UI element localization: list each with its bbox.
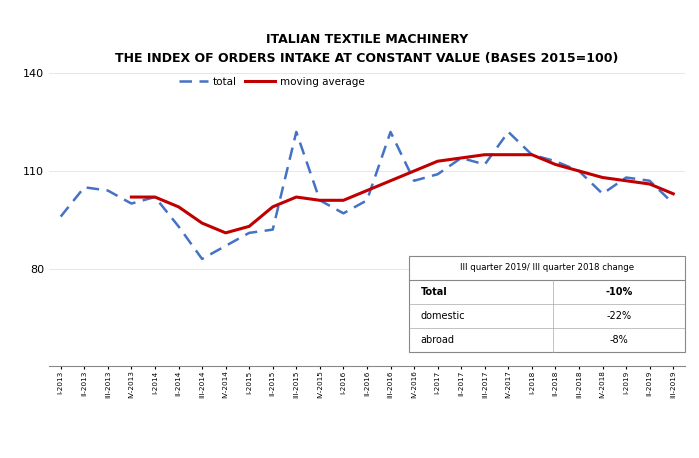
FancyBboxPatch shape — [410, 256, 685, 352]
Text: -8%: -8% — [610, 335, 628, 345]
Text: III quarter 2019/ III quarter 2018 change: III quarter 2019/ III quarter 2018 chang… — [460, 263, 634, 272]
Text: domestic: domestic — [420, 311, 465, 321]
Text: -10%: -10% — [605, 287, 633, 297]
Title: ITALIAN TEXTILE MACHINERY
THE INDEX OF ORDERS INTAKE AT CONSTANT VALUE (BASES 20: ITALIAN TEXTILE MACHINERY THE INDEX OF O… — [115, 33, 619, 65]
Text: Total: Total — [420, 287, 447, 297]
Text: -22%: -22% — [606, 311, 631, 321]
Text: abroad: abroad — [420, 335, 454, 345]
Legend: total, moving average: total, moving average — [175, 73, 368, 91]
